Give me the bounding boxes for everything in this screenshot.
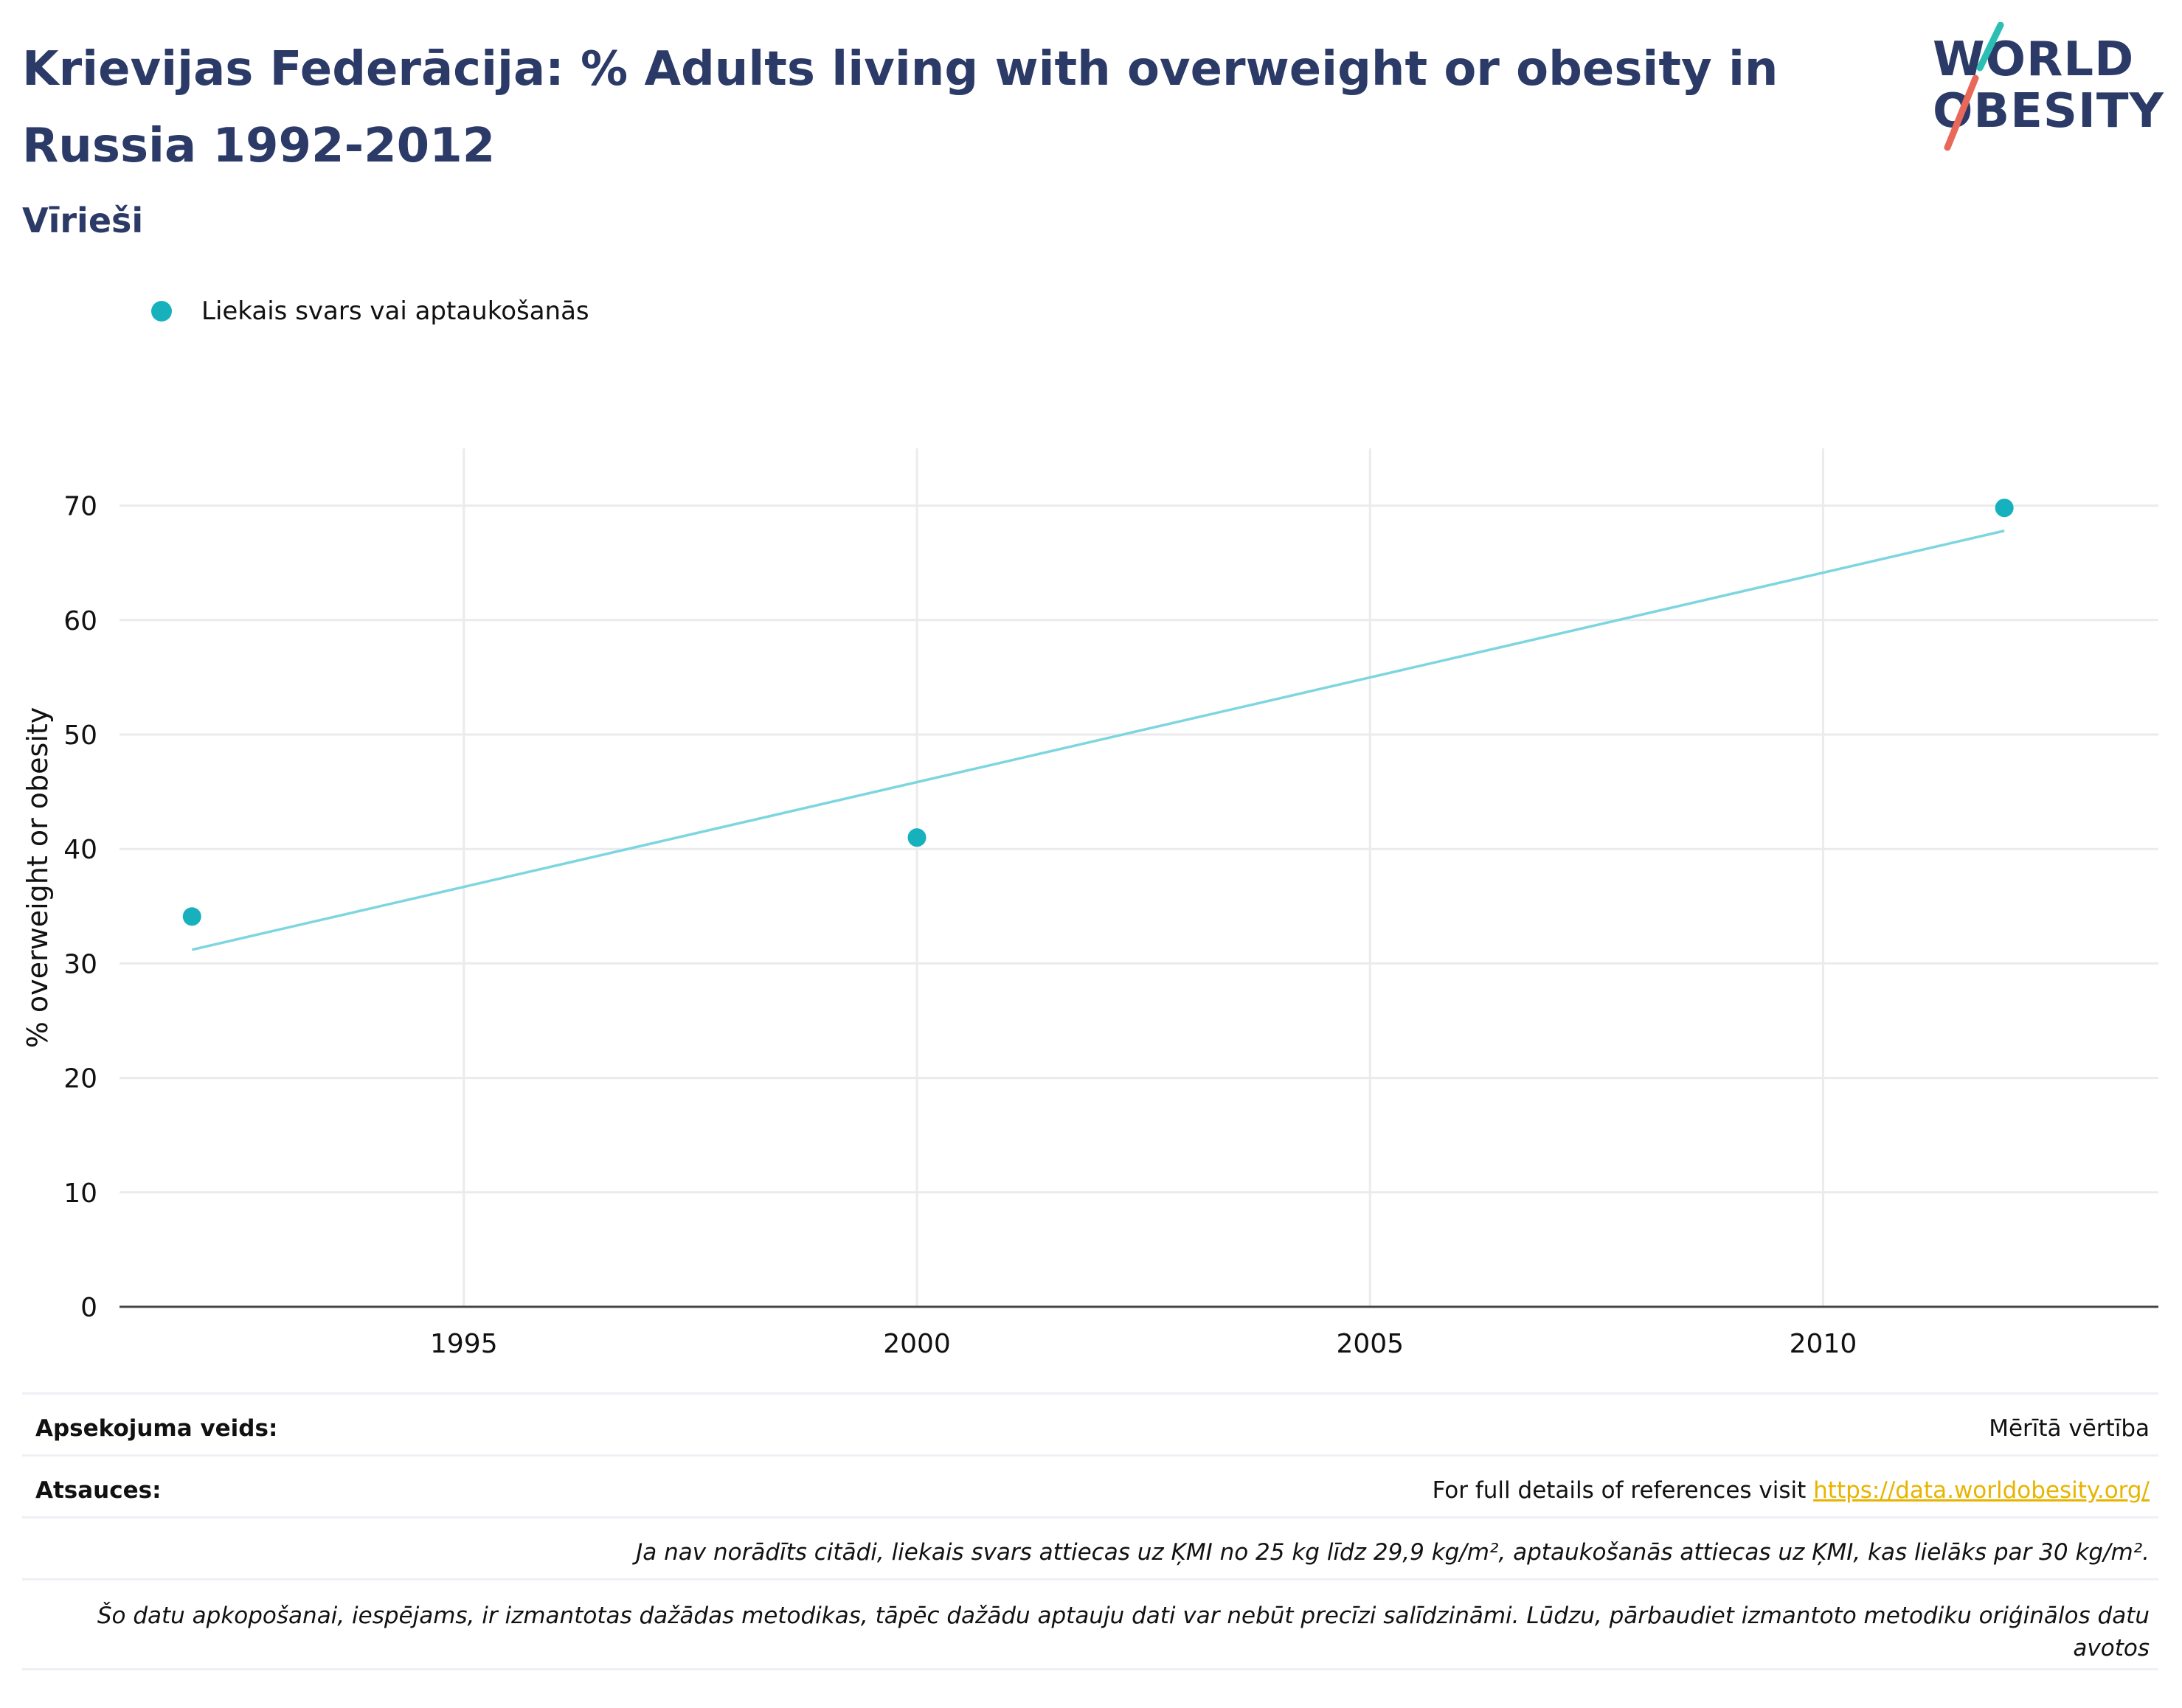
x-tick-label-2000: 2000 xyxy=(883,1329,951,1359)
chart-title: Krievijas Federācija: % Adults living wi… xyxy=(22,42,1778,173)
y-tick-label-40: 40 xyxy=(63,835,97,865)
y-tick-label-60: 60 xyxy=(63,606,97,636)
x-tick-label-1995: 1995 xyxy=(430,1329,498,1359)
chart-subtitle: Vīrieši xyxy=(22,201,144,240)
y-axis-title: % overweight or obesity xyxy=(21,707,54,1049)
world-obesity-logo: WORLD OBESITY xyxy=(1918,22,2164,155)
y-tick-label-20: 20 xyxy=(63,1064,97,1094)
definition-note-row: Ja nav norādīts citādi, liekais svars at… xyxy=(22,1516,2158,1579)
survey-type-row: Apsekojuma veids: Mērītā vērtība xyxy=(22,1392,2158,1455)
references-label: Atsauces: xyxy=(35,1477,162,1504)
references-value: For full details of references visit htt… xyxy=(1433,1477,2150,1504)
legend-marker xyxy=(151,301,172,322)
data-point-2000[interactable] xyxy=(907,828,927,847)
chart-legend: Liekais svars vai aptaukošanās xyxy=(151,296,589,326)
y-tick-label-30: 30 xyxy=(63,949,97,979)
y-tick-label-70: 70 xyxy=(63,492,97,522)
legend-label: Liekais svars vai aptaukošanās xyxy=(201,296,589,326)
logo-slash-icon xyxy=(1944,22,2004,151)
survey-type-label: Apsekojuma veids: xyxy=(35,1415,278,1442)
survey-type-value: Mērītā vērtība xyxy=(1989,1415,2150,1442)
logo-word-world: WORLD xyxy=(1933,32,2135,87)
data-point-1992[interactable] xyxy=(182,907,201,926)
y-tick-label-50: 50 xyxy=(63,721,97,751)
definition-note: Ja nav norādīts citādi, liekais svars at… xyxy=(636,1539,2150,1566)
chart-plot: 0 10 20 30 40 50 60 70 1995 2000 2005 2010 % overwe… xyxy=(21,448,2158,1359)
data-point-2012[interactable] xyxy=(1995,499,2014,518)
x-tick-label-2010: 2010 xyxy=(1790,1329,1857,1359)
references-row: Atsauces: For full details of references… xyxy=(22,1454,2158,1517)
references-link[interactable]: https://data.worldobesity.org/ xyxy=(1813,1477,2150,1504)
trend-line xyxy=(191,530,2005,951)
y-tick-label-0: 0 xyxy=(80,1293,97,1323)
methodology-note: Šo datu apkopošanai, iespējams, ir izman… xyxy=(97,1603,2150,1662)
methodology-note-row: Šo datu apkopošanai, iespējams, ir izman… xyxy=(22,1578,2158,1670)
footer-bottom-rule xyxy=(22,1668,2158,1670)
references-text: For full details of references visit xyxy=(1432,1477,1814,1504)
y-tick-label-10: 10 xyxy=(63,1178,97,1209)
x-tick-label-2005: 2005 xyxy=(1336,1329,1404,1359)
